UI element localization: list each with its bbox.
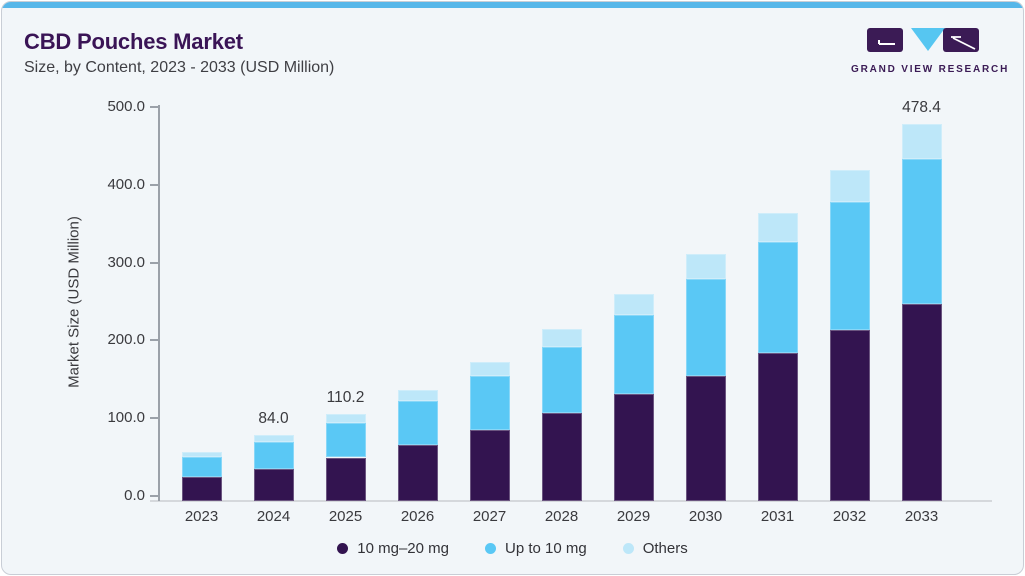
bar-segment-others — [757, 213, 798, 243]
x-axis-year-label: 2026 — [400, 508, 435, 525]
bar-segment-10mg-20mg — [325, 457, 366, 501]
x-axis-year-label: 2033 — [904, 508, 939, 525]
y-tick-mark — [150, 339, 158, 342]
x-axis-year-label: 2029 — [616, 508, 651, 525]
bar-segment-others — [253, 434, 294, 442]
y-tick-mark — [150, 261, 158, 264]
bar-segment-10mg-20mg — [901, 304, 942, 501]
legend-dot-icon — [485, 543, 496, 554]
x-axis-year-label: 2030 — [688, 508, 723, 525]
x-axis-line — [150, 500, 992, 502]
bar-segment-up-to-10mg — [397, 401, 438, 445]
bar-segment-up-to-10mg — [541, 346, 582, 414]
bar-segment-10mg-20mg — [757, 353, 798, 501]
x-axis-year-label: 2028 — [544, 508, 579, 525]
x-axis-year-label: 2031 — [760, 508, 795, 525]
bar-segment-up-to-10mg — [253, 441, 294, 469]
bar-segment-others — [613, 294, 654, 315]
bar-total-label: 478.4 — [902, 99, 941, 117]
legend-dot-icon — [622, 543, 634, 554]
accent-top-band — [2, 2, 1023, 8]
y-tick-label: 200.0 — [107, 331, 145, 349]
legend-item: Others — [622, 540, 688, 557]
y-tick-label: 400.0 — [107, 175, 145, 193]
gvr-logo-icon — [867, 28, 979, 52]
x-axis-year-label: 2025 — [328, 508, 363, 525]
bar-segment-others — [901, 124, 942, 160]
bar-segment-up-to-10mg — [325, 423, 366, 458]
x-axis-year-label: 2024 — [256, 508, 291, 525]
bar-segment-10mg-20mg — [613, 393, 654, 501]
bar-segment-others — [541, 328, 582, 347]
bar-segment-10mg-20mg — [397, 444, 438, 501]
bar-segment-others — [469, 361, 510, 376]
y-tick-mark — [150, 106, 158, 108]
grand-view-research-logo: GRAND VIEW RESEARCH — [851, 28, 1010, 75]
y-axis-line — [158, 105, 160, 501]
bar-segment-others — [397, 389, 438, 402]
page-title: CBD Pouches Market — [24, 29, 243, 54]
bar-segment-others — [829, 169, 870, 203]
legend-item: 10 mg–20 mg — [337, 540, 449, 557]
bar-segment-others — [181, 451, 222, 458]
page-subtitle: Size, by Content, 2023 - 2033 (USD Milli… — [24, 59, 335, 76]
bar-segment-up-to-10mg — [829, 202, 870, 331]
legend-label: 10 mg–20 mg — [357, 540, 449, 557]
bar-segment-others — [325, 414, 366, 424]
bar-total-label: 110.2 — [326, 389, 365, 407]
bar-segment-10mg-20mg — [253, 468, 294, 501]
logo-wordmark: GRAND VIEW RESEARCH — [851, 64, 1010, 75]
bar-segment-others — [685, 254, 726, 280]
y-tick-label: 100.0 — [107, 409, 145, 427]
x-axis-year-label: 2032 — [832, 508, 867, 525]
bar-segment-up-to-10mg — [181, 457, 222, 477]
y-tick-label: 500.0 — [107, 98, 145, 115]
x-axis-year-label: 2023 — [184, 508, 219, 525]
y-tick-mark — [150, 417, 158, 420]
bar-segment-10mg-20mg — [181, 476, 222, 501]
legend-label: Up to 10 mg — [505, 540, 587, 557]
bar-segment-10mg-20mg — [685, 375, 726, 501]
bar-segment-10mg-20mg — [469, 430, 510, 501]
legend-dot-icon — [337, 543, 349, 554]
legend-label: Others — [642, 540, 688, 557]
x-axis-year-label: 2027 — [472, 508, 507, 525]
y-tick-mark — [150, 183, 158, 186]
bar-segment-up-to-10mg — [685, 279, 726, 376]
bar-segment-up-to-10mg — [757, 242, 798, 354]
bar-segment-up-to-10mg — [901, 159, 942, 305]
bar-total-label: 84.0 — [258, 409, 289, 427]
bar-segment-10mg-20mg — [541, 413, 582, 501]
y-tick-mark — [150, 495, 158, 497]
legend-item: Up to 10 mg — [485, 540, 587, 557]
chart-legend: 10 mg–20 mg Up to 10 mg Others — [2, 540, 1023, 557]
y-axis-title: Market Size (USD Million) — [65, 216, 83, 388]
bar-segment-10mg-20mg — [829, 330, 870, 501]
bar-segment-up-to-10mg — [469, 375, 510, 431]
y-tick-label: 0.0 — [124, 487, 145, 504]
y-tick-label: 300.0 — [107, 253, 145, 271]
bar-segment-up-to-10mg — [613, 314, 654, 394]
